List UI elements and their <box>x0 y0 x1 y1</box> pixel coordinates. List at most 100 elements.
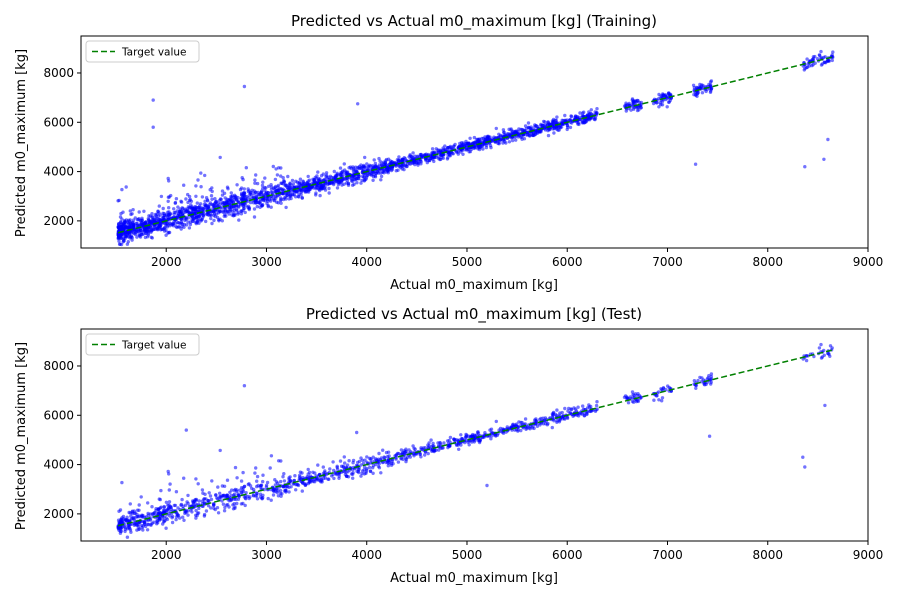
data-point <box>238 488 242 492</box>
data-point <box>128 209 132 213</box>
data-point <box>234 204 238 209</box>
data-point <box>237 200 241 204</box>
data-point <box>204 219 208 224</box>
data-point <box>142 520 147 524</box>
data-point <box>546 421 550 426</box>
data-point <box>555 115 559 119</box>
data-point <box>210 189 214 194</box>
data-point <box>563 113 567 118</box>
data-point <box>332 476 336 481</box>
data-point <box>225 493 229 498</box>
data-point <box>253 494 258 498</box>
data-point <box>278 491 283 496</box>
data-point <box>121 524 125 529</box>
data-point <box>200 206 205 210</box>
data-point <box>139 495 143 499</box>
data-point <box>509 127 513 131</box>
data-point <box>163 518 167 523</box>
data-point <box>511 423 515 427</box>
data-point <box>415 160 419 165</box>
data-point <box>287 183 291 187</box>
data-point <box>164 516 168 520</box>
data-point <box>490 138 494 143</box>
data-point <box>179 210 183 214</box>
data-point <box>135 235 139 239</box>
data-point <box>335 171 339 175</box>
data-point <box>438 441 442 445</box>
data-point <box>250 193 254 198</box>
data-point <box>455 443 459 447</box>
data-point <box>482 142 486 146</box>
data-point <box>213 197 217 201</box>
data-point <box>187 226 192 230</box>
x-tick-label: 9000 <box>853 548 884 562</box>
data-point <box>541 123 545 127</box>
data-point <box>128 218 132 222</box>
data-point <box>282 472 286 476</box>
data-point <box>261 180 265 184</box>
data-point <box>272 489 276 494</box>
data-point <box>240 193 244 198</box>
data-point <box>242 484 247 488</box>
data-point <box>225 185 230 189</box>
data-point <box>241 177 245 182</box>
data-point <box>654 394 659 398</box>
data-point <box>554 414 559 418</box>
data-point <box>260 183 265 188</box>
data-point <box>693 162 698 166</box>
data-point <box>171 514 175 519</box>
data-point <box>388 159 392 163</box>
data-point <box>819 49 823 54</box>
data-point <box>592 116 596 120</box>
data-point <box>163 225 167 230</box>
data-point <box>271 493 276 497</box>
data-point <box>157 204 161 208</box>
data-point <box>191 499 195 503</box>
data-point <box>250 486 254 491</box>
data-point <box>164 233 168 237</box>
data-point <box>589 108 593 112</box>
data-point <box>314 191 318 195</box>
data-point <box>342 182 346 186</box>
data-point <box>239 212 244 216</box>
data-point <box>277 459 281 463</box>
data-point <box>813 61 817 65</box>
data-point <box>200 499 205 503</box>
data-point <box>282 479 287 483</box>
data-point <box>523 124 528 128</box>
data-point <box>255 181 260 186</box>
data-point <box>220 206 224 210</box>
data-point <box>281 176 285 180</box>
data-point <box>356 165 360 170</box>
data-point <box>709 87 713 91</box>
data-point <box>146 218 151 222</box>
data-point <box>321 465 325 469</box>
data-point <box>344 470 348 474</box>
data-point <box>359 474 363 478</box>
data-point <box>268 199 273 203</box>
data-point <box>240 198 244 202</box>
data-point <box>551 127 555 131</box>
data-point <box>402 167 406 172</box>
data-point <box>212 218 216 223</box>
data-point <box>473 434 477 438</box>
data-point <box>247 189 251 193</box>
chart-test: Predicted vs Actual m0_maximum [kg] (Tes… <box>14 305 883 586</box>
data-point <box>236 195 240 200</box>
data-point <box>389 461 394 466</box>
data-point <box>126 523 130 527</box>
data-point <box>156 228 160 232</box>
data-point <box>237 493 241 497</box>
data-point <box>119 242 124 247</box>
data-point <box>282 180 286 184</box>
data-point <box>707 434 712 438</box>
data-point <box>494 126 498 131</box>
data-point <box>149 230 153 234</box>
data-point <box>273 478 277 482</box>
data-point <box>235 208 239 213</box>
data-point <box>194 215 198 220</box>
data-point <box>498 426 503 431</box>
data-point <box>256 483 260 488</box>
data-point <box>174 490 179 494</box>
data-point <box>801 455 805 459</box>
